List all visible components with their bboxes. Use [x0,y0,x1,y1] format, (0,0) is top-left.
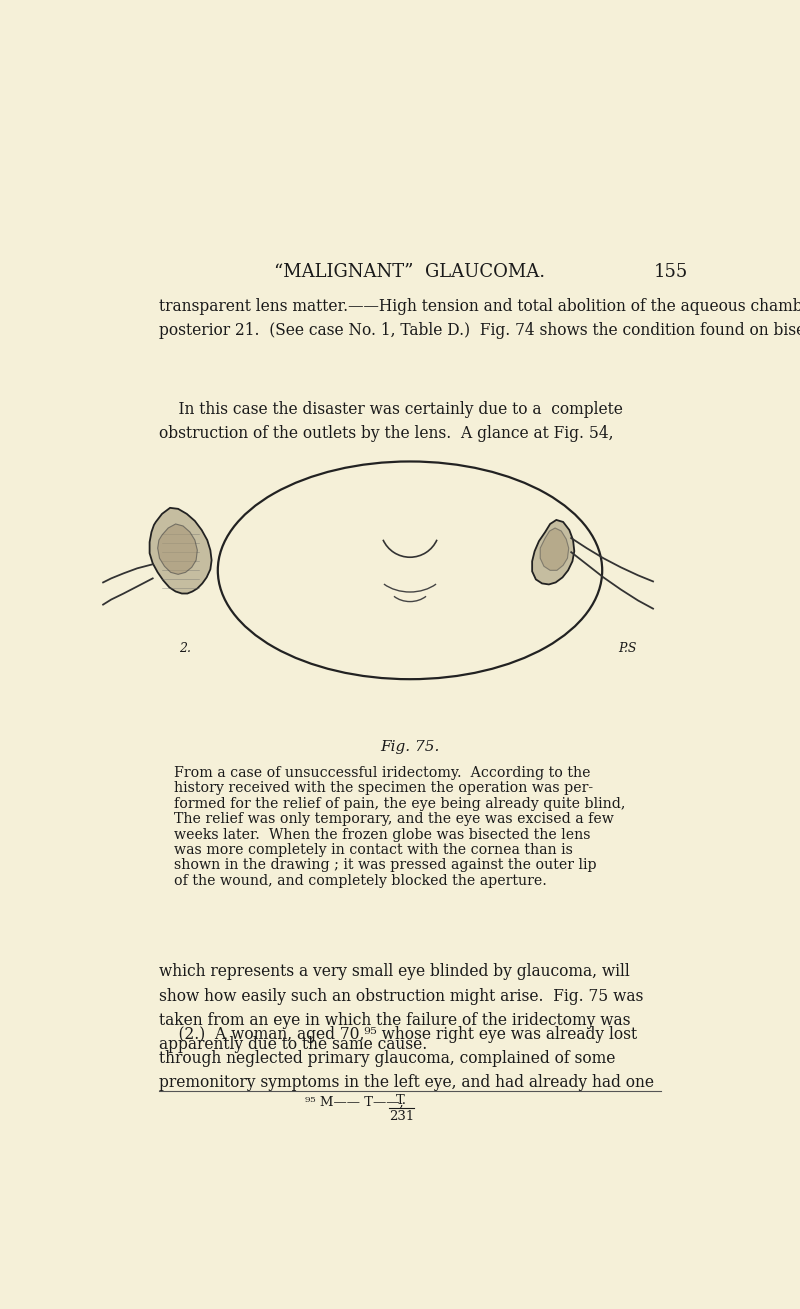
Ellipse shape [218,462,602,679]
Text: P.S: P.S [618,641,637,654]
Text: The relief was only temporary, and the eye was excised a few: The relief was only temporary, and the e… [174,812,614,826]
Text: which represents a very small eye blinded by glaucoma, will
show how easily such: which represents a very small eye blinde… [159,963,643,1052]
Text: transparent lens matter.——High tension and total abolition of the aqueous chambe: transparent lens matter.——High tension a… [159,298,800,339]
Text: ⁹⁵ M—— T——,: ⁹⁵ M—— T——, [305,1096,403,1109]
Text: From a case of unsuccessful iridectomy.  According to the: From a case of unsuccessful iridectomy. … [174,766,591,780]
Text: of the wound, and completely blocked the aperture.: of the wound, and completely blocked the… [174,874,547,888]
Text: 155: 155 [654,263,687,281]
Polygon shape [540,528,569,571]
Text: 231: 231 [389,1110,414,1123]
Text: In this case the disaster was certainly due to a  complete
obstruction of the ou: In this case the disaster was certainly … [159,401,622,442]
Text: weeks later.  When the frozen globe was bisected the lens: weeks later. When the frozen globe was b… [174,827,591,842]
Text: was more completely in contact with the cornea than is: was more completely in contact with the … [174,843,574,857]
Text: T.: T. [396,1094,407,1107]
Text: formed for the relief of pain, the eye being already quite blind,: formed for the relief of pain, the eye b… [174,797,626,810]
Polygon shape [532,520,574,584]
Polygon shape [150,508,211,593]
Text: “MALIGNANT”  GLAUCOMA.: “MALIGNANT” GLAUCOMA. [274,263,546,281]
Text: (2.)  A woman, aged 70,⁹⁵ whose right eye was already lost
through neglected pri: (2.) A woman, aged 70,⁹⁵ whose right eye… [159,1026,654,1092]
Polygon shape [158,524,198,575]
Text: history received with the specimen the operation was per-: history received with the specimen the o… [174,781,594,796]
Text: shown in the drawing ; it was pressed against the outer lip: shown in the drawing ; it was pressed ag… [174,859,597,872]
Text: 2.: 2. [179,641,191,654]
Text: Fig. 75.: Fig. 75. [380,740,440,754]
